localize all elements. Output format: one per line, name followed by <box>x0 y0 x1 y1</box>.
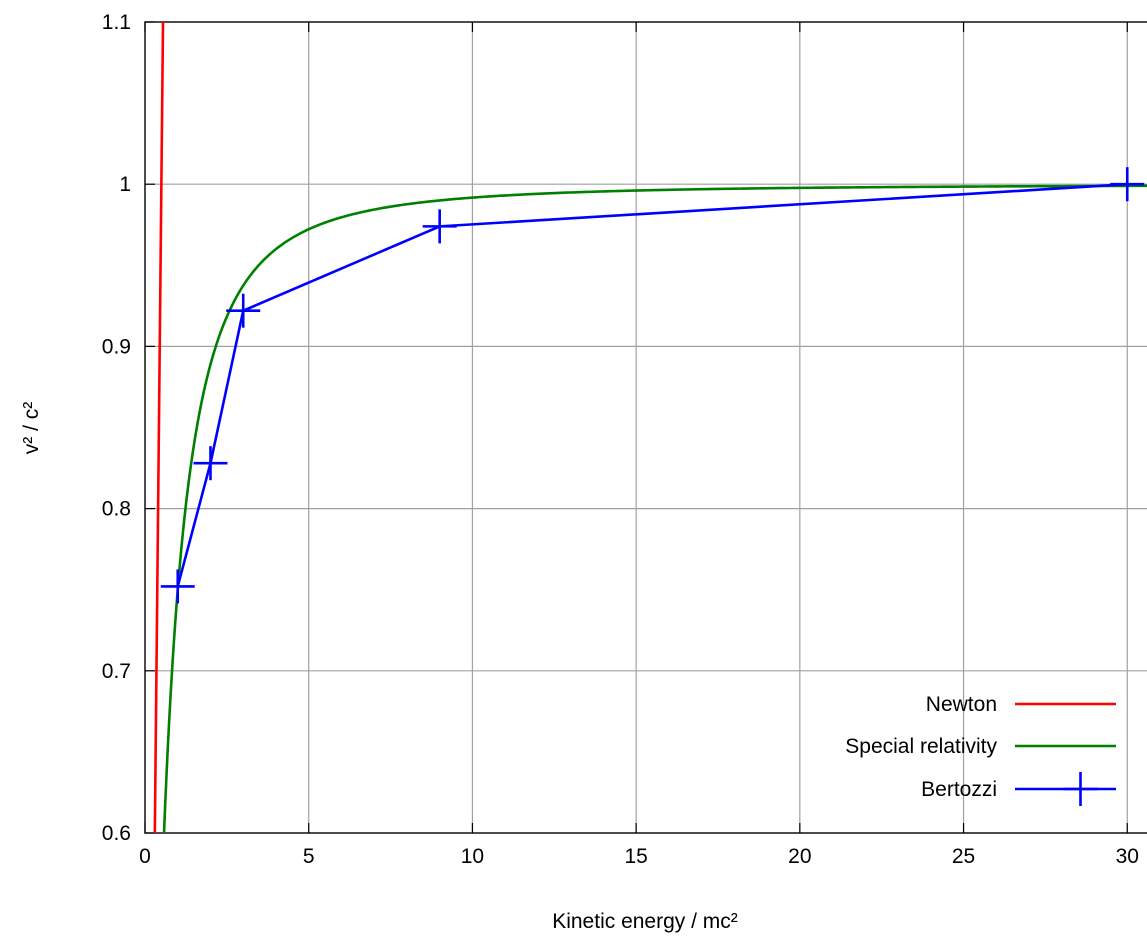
y-axis-label: v² / c² <box>20 402 43 455</box>
x-tick-label: 15 <box>624 845 647 868</box>
x-tick-labels: 0 5 10 15 20 25 30 <box>139 845 1139 868</box>
y-tick-label: 0.8 <box>102 498 131 521</box>
plot-border <box>144 21 1147 834</box>
grid-lines <box>145 22 1147 833</box>
y-tick-labels: 0.6 0.7 0.8 0.9 1 1.1 <box>102 11 131 845</box>
y-tick-label: 1.1 <box>102 11 131 34</box>
y-tick-label: 0.6 <box>102 822 131 845</box>
y-tick-label: 0.7 <box>102 660 131 683</box>
x-tick-label: 20 <box>788 845 811 868</box>
y-tick-label: 0.9 <box>102 335 131 358</box>
bertozzi-point <box>226 293 261 328</box>
bertozzi-point <box>193 446 228 481</box>
x-tick-label: 10 <box>461 845 484 868</box>
legend-label: Newton <box>926 693 997 716</box>
legend-item: Special relativity <box>845 735 1116 758</box>
legend: Newton Special relativity Bertozzi <box>845 693 1116 806</box>
legend-item: Bertozzi <box>921 772 1116 806</box>
legend-label: Special relativity <box>845 735 997 758</box>
y-tick-label: 1 <box>119 173 131 196</box>
special-relativity-line <box>162 184 1147 833</box>
x-tick-label: 25 <box>952 845 975 868</box>
series-lines <box>153 22 1147 833</box>
legend-label: Bertozzi <box>921 778 997 801</box>
bertozzi-point <box>160 569 195 604</box>
x-axis-label: Kinetic energy / mc² <box>552 910 738 933</box>
x-tick-label: 30 <box>1116 845 1139 868</box>
plot-frame <box>144 21 1147 834</box>
tick-marks <box>144 21 1128 834</box>
legend-item: Newton <box>926 693 1116 716</box>
bertozzi-point <box>422 209 457 244</box>
x-tick-label: 5 <box>303 845 315 868</box>
newton-line <box>153 22 165 833</box>
bertozzi-point <box>1110 167 1145 202</box>
x-tick-label: 0 <box>139 845 151 868</box>
bertozzi-line <box>176 182 1128 587</box>
